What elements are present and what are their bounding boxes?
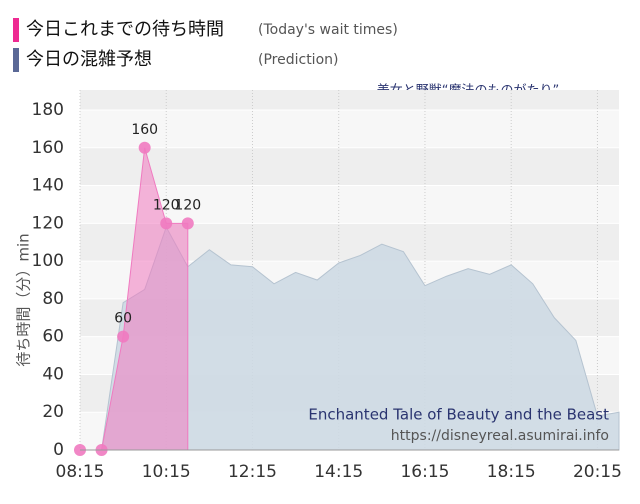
x-tick-label: 12:15 [228,462,277,482]
data-label: 120 [174,197,201,213]
annotation: https://disneyreal.asumirai.info [391,428,609,444]
x-tick-label: 14:15 [314,462,363,482]
legend-swatch [13,18,19,42]
x-tick-label: 10:15 [142,462,191,482]
y-tick-label: 140 [32,176,64,196]
y-tick-label: 40 [42,364,64,384]
y-tick-label: 80 [42,289,64,309]
x-tick-label: 18:15 [487,462,536,482]
legend-note: (Today's wait times) [258,22,398,38]
grid-band [80,147,619,186]
x-tick-label: 16:15 [400,462,449,482]
data-label: 160 [131,122,158,138]
data-point [138,141,151,154]
y-tick-label: 60 [42,327,64,347]
annotation: Enchanted Tale of Beauty and the Beast [308,406,609,424]
x-tick-label: 08:15 [56,462,105,482]
legend-label: 今日これまでの待ち時間 [26,19,224,40]
data-point [181,217,194,230]
y-tick-label: 180 [32,100,64,120]
data-point [117,330,130,343]
legend-note: (Prediction) [258,52,338,68]
y-tick-label: 160 [32,138,64,158]
y-axis-label: 待ち時間（分）min [15,233,33,366]
y-tick-label: 20 [42,402,64,422]
y-tick-label: 120 [32,213,64,233]
y-tick-label: 0 [53,440,64,460]
data-label: 120 [153,197,180,213]
legend-swatch [13,48,19,72]
grid-band [80,90,619,110]
data-point [160,217,173,230]
x-tick-label: 20:15 [573,462,622,482]
legend-label: 今日の混雑予想 [26,49,152,70]
data-label: 60 [114,311,132,327]
y-tick-label: 100 [32,251,64,271]
